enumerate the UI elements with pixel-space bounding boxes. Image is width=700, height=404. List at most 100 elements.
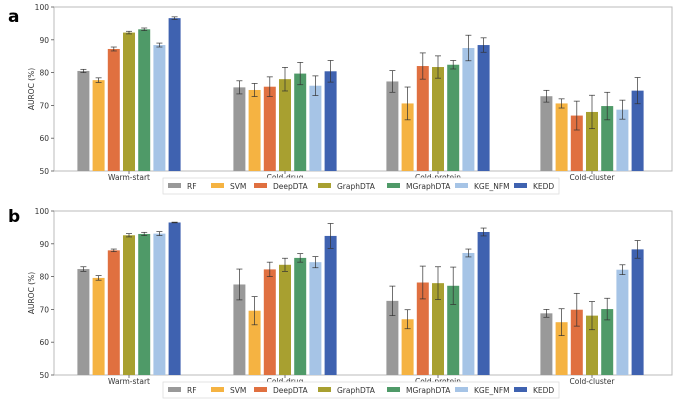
legend-label: SVM bbox=[230, 182, 246, 191]
bar-kge_nfm bbox=[309, 85, 322, 171]
panel-b: b 50 60 70 80 90 100 AUROC (%) Warm-start Cold-dr… bbox=[8, 207, 673, 399]
bar-deepdta bbox=[107, 48, 120, 171]
x-tick-label: Cold-cluster bbox=[570, 173, 616, 182]
bar-rf bbox=[386, 300, 399, 375]
legend-swatch bbox=[318, 183, 331, 188]
legend-label: KEDD bbox=[533, 182, 554, 191]
x-tick-label: Cold-cluster bbox=[570, 377, 616, 386]
bar-deepdta bbox=[416, 66, 429, 171]
legend-swatch bbox=[514, 183, 527, 188]
bar-graphdta bbox=[279, 264, 291, 375]
legend-label: GraphDTA bbox=[337, 182, 376, 191]
legend-label: KEDD bbox=[533, 386, 554, 395]
panel-label: b bbox=[8, 207, 20, 227]
legend-label: RF bbox=[187, 182, 197, 191]
plot-frame bbox=[53, 210, 673, 376]
bar-kedd bbox=[631, 90, 644, 171]
bar-deepdta bbox=[107, 250, 120, 375]
y-tick-label: 60 bbox=[39, 134, 49, 143]
bar-deepdta bbox=[263, 269, 276, 375]
y-tick-label: 90 bbox=[39, 240, 49, 249]
y-tick-label: 50 bbox=[39, 167, 49, 176]
bar-graphdta bbox=[586, 111, 598, 171]
bar-svm bbox=[248, 89, 261, 171]
legend-label: MGraphDTA bbox=[406, 182, 451, 191]
bar-rf bbox=[77, 70, 90, 171]
bar-kge_nfm bbox=[462, 252, 475, 375]
y-tick-label: 70 bbox=[39, 101, 49, 110]
legend-swatch bbox=[254, 387, 267, 392]
legend-label: GraphDTA bbox=[337, 386, 376, 395]
bar-mgraphdta bbox=[447, 64, 460, 171]
legend-label: MGraphDTA bbox=[406, 386, 451, 395]
bar-mgraphdta bbox=[294, 257, 307, 375]
bar-svm bbox=[92, 277, 105, 375]
bar-rf bbox=[386, 81, 399, 171]
panel-label: a bbox=[8, 7, 19, 27]
legend-label: DeepDTA bbox=[273, 182, 309, 191]
bar-kge_nfm bbox=[462, 48, 475, 171]
y-tick-label: 100 bbox=[35, 3, 50, 12]
bar-graphdta bbox=[123, 235, 135, 375]
bar-graphdta bbox=[586, 315, 598, 375]
legend-swatch bbox=[211, 183, 224, 188]
bar-kge_nfm bbox=[153, 233, 166, 375]
y-tick-label: 80 bbox=[39, 69, 49, 78]
bar-svm bbox=[401, 103, 414, 171]
legend-swatch bbox=[387, 387, 400, 392]
y-axis-label: AUROC (%) bbox=[27, 68, 36, 110]
bar-mgraphdta bbox=[138, 233, 151, 375]
bar-deepdta bbox=[570, 115, 583, 171]
bar-graphdta bbox=[432, 67, 444, 171]
bar-deepdta bbox=[263, 86, 276, 171]
bar-mgraphdta bbox=[294, 73, 307, 171]
bar-svm bbox=[401, 319, 414, 375]
y-tick-label: 50 bbox=[39, 371, 49, 380]
bar-rf bbox=[233, 284, 246, 375]
bar-mgraphdta bbox=[601, 106, 614, 171]
legend-swatch bbox=[254, 183, 267, 188]
bar-graphdta bbox=[432, 283, 444, 375]
bar-svm bbox=[92, 80, 105, 171]
legend-swatch bbox=[387, 183, 400, 188]
legend-box bbox=[162, 381, 560, 399]
legend-swatch bbox=[514, 387, 527, 392]
bar-mgraphdta bbox=[601, 309, 614, 375]
bar-rf bbox=[233, 87, 246, 171]
bar-deepdta bbox=[416, 282, 429, 375]
bar-mgraphdta bbox=[447, 285, 460, 375]
legend-label: KGE_NFM bbox=[474, 386, 510, 395]
bar-rf bbox=[540, 96, 553, 171]
bar-graphdta bbox=[279, 79, 291, 171]
y-tick-label: 100 bbox=[35, 207, 50, 216]
plot-frame bbox=[53, 6, 673, 172]
legend-label: KGE_NFM bbox=[474, 182, 510, 191]
bar-kedd bbox=[168, 222, 181, 375]
legend: RF SVM DeepDTA GraphDTA MGraphDTA KGE_NFM KEDD bbox=[162, 381, 560, 399]
panel-a: a 50 60 70 80 90 100 AUROC (%) Warm-start Cold-dr… bbox=[8, 3, 673, 195]
bar-mgraphdta bbox=[138, 29, 151, 171]
x-tick-label: Cold-drug bbox=[267, 173, 304, 182]
legend-swatch bbox=[211, 387, 224, 392]
legend-label: RF bbox=[187, 386, 197, 395]
x-tick-label: Cold-protein bbox=[415, 173, 461, 182]
bar-graphdta bbox=[123, 32, 135, 171]
legend-swatch bbox=[168, 183, 181, 188]
bar-kedd bbox=[631, 249, 644, 375]
y-tick-label: 60 bbox=[39, 338, 49, 347]
bar-kedd bbox=[324, 235, 337, 375]
legend-swatch bbox=[168, 387, 181, 392]
bar-kedd bbox=[324, 71, 337, 171]
bar-kge_nfm bbox=[309, 262, 322, 375]
bar-rf bbox=[77, 269, 90, 375]
bar-svm bbox=[248, 310, 261, 375]
y-tick-label: 90 bbox=[39, 36, 49, 45]
legend-swatch bbox=[455, 183, 468, 188]
legend-label: SVM bbox=[230, 386, 246, 395]
x-tick-label: Warm-start bbox=[108, 377, 150, 386]
bar-kge_nfm bbox=[153, 45, 166, 171]
bar-kedd bbox=[477, 231, 490, 375]
legend-label: DeepDTA bbox=[273, 386, 309, 395]
y-axis-label: AUROC (%) bbox=[27, 272, 36, 314]
